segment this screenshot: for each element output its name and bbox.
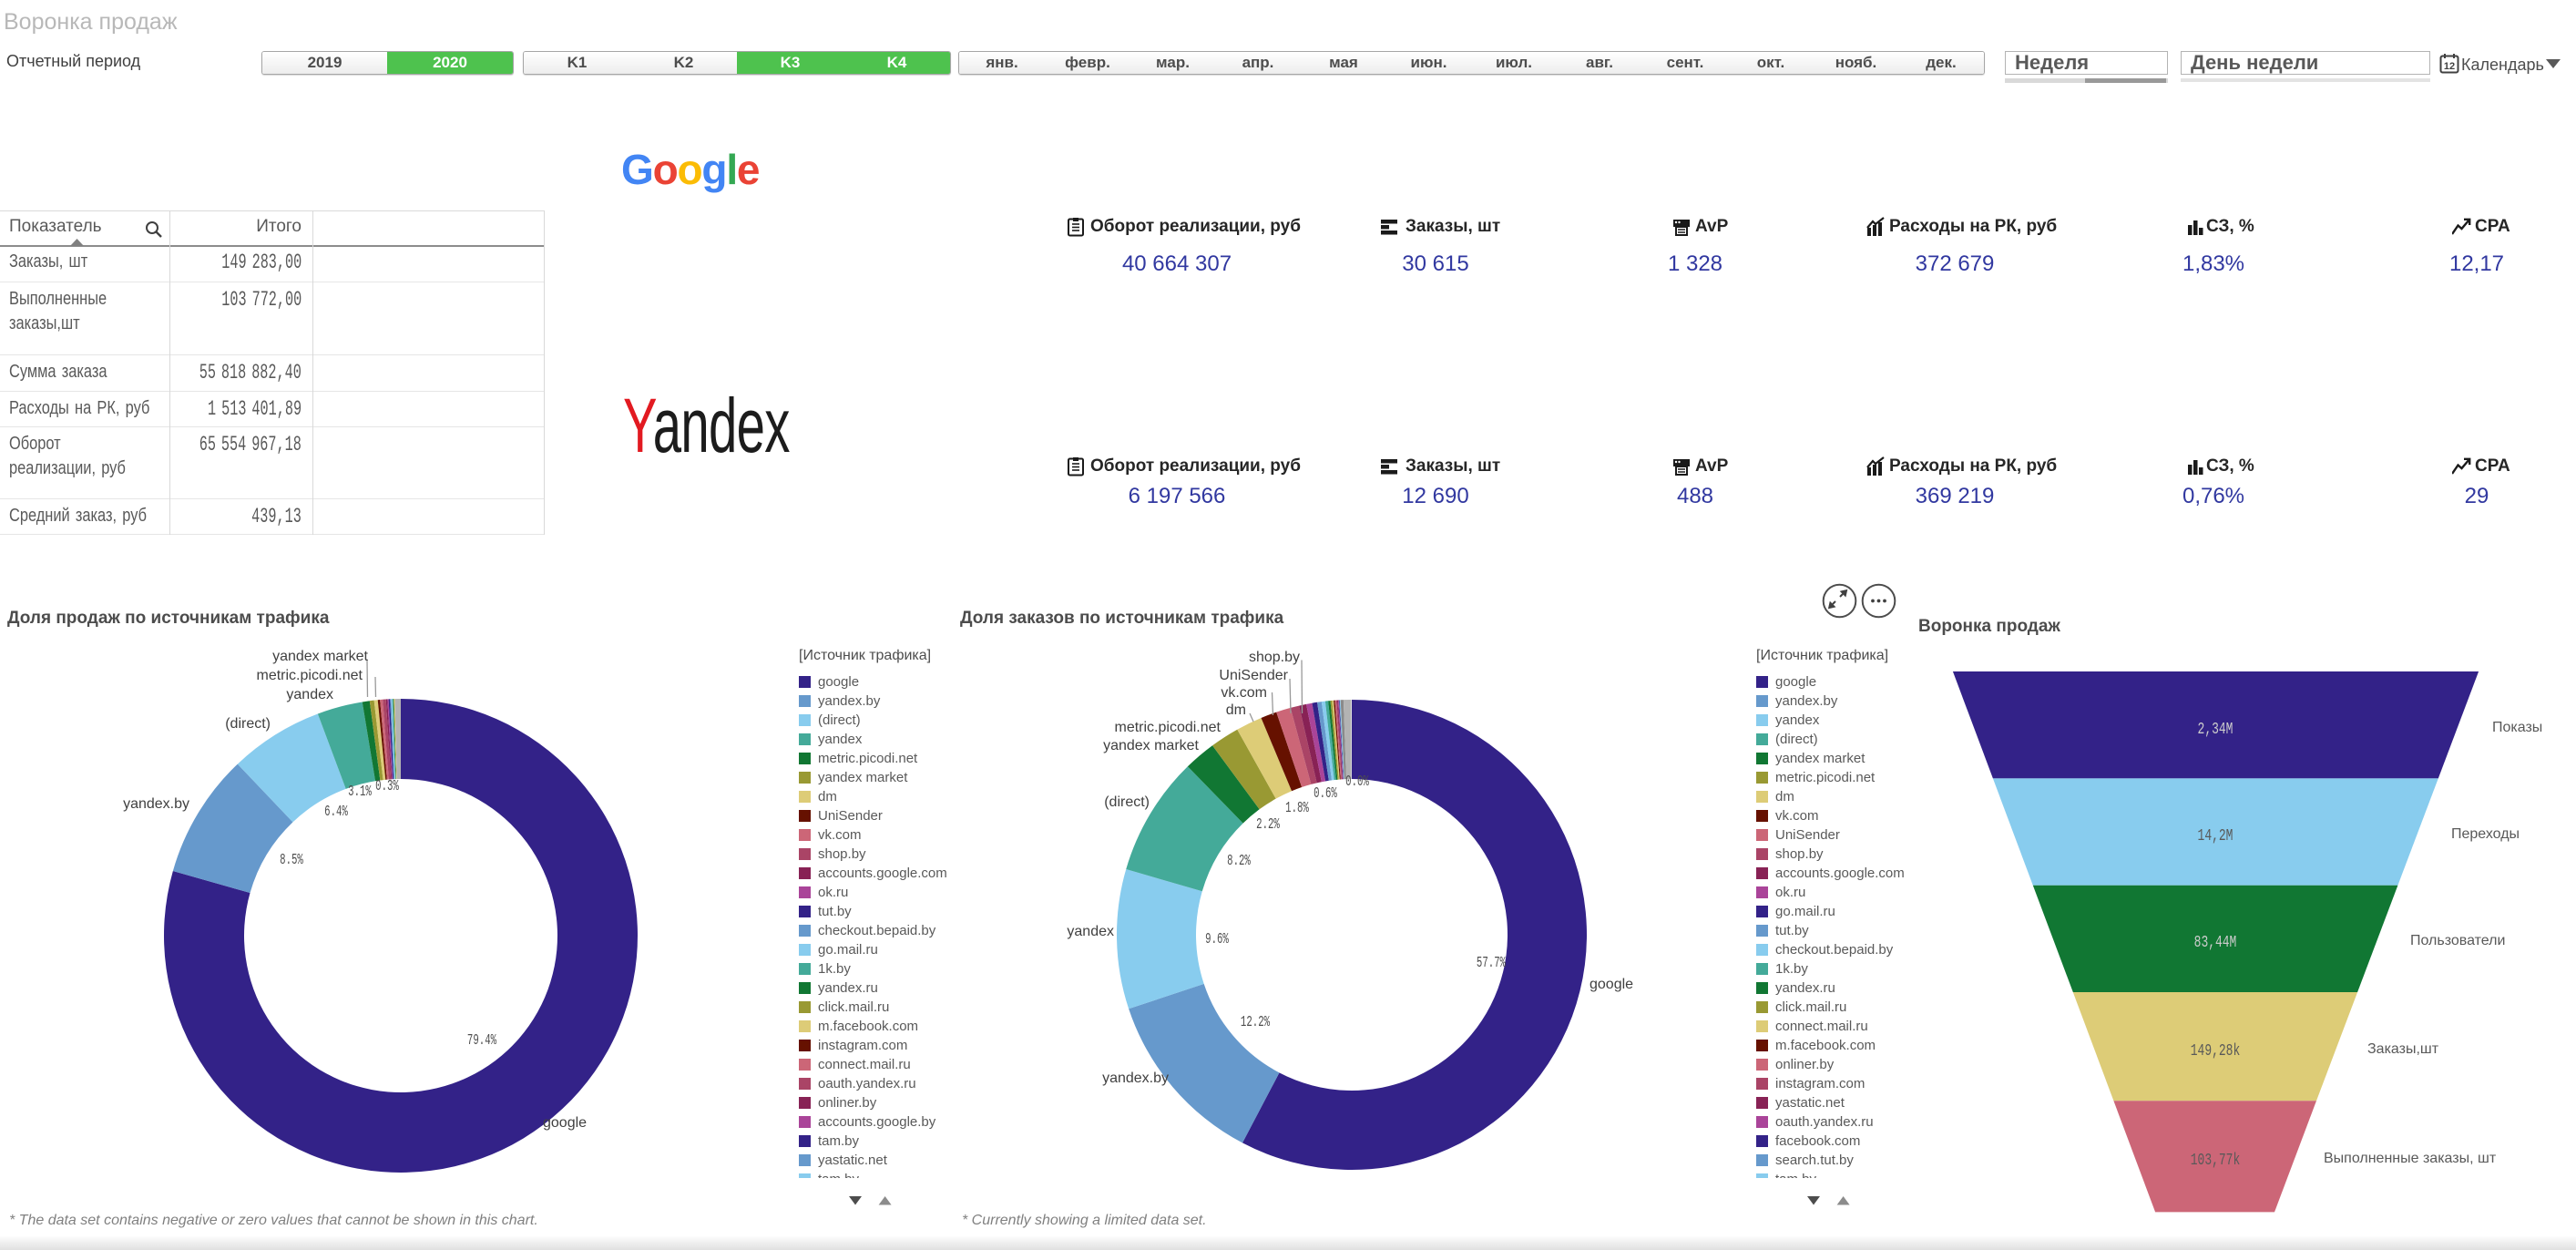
svg-text:12: 12: [2444, 61, 2455, 72]
